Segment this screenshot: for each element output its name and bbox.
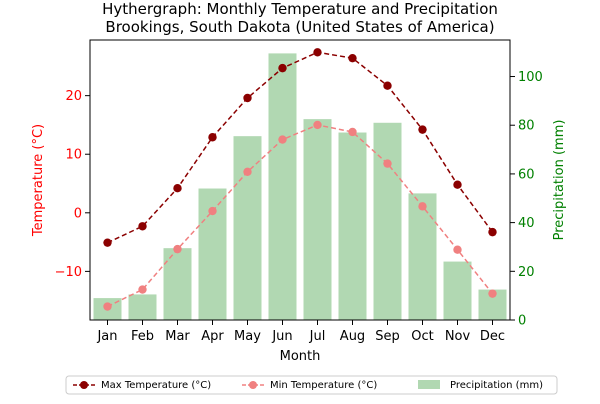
max-temp-point-oct bbox=[418, 125, 427, 134]
precipitation-bar-jul bbox=[303, 119, 332, 320]
max-temp-point-mar bbox=[173, 184, 182, 193]
min-temp-point-apr bbox=[208, 206, 217, 216]
legend-max-temp-label: Max Temperature (°C) bbox=[101, 380, 211, 391]
legend-precipitation-swatch bbox=[418, 380, 440, 389]
chart-title: Hythergraph: Monthly Temperature and Pre… bbox=[102, 0, 498, 18]
precipitation-bar-sep bbox=[373, 122, 402, 320]
legend-item-min-temp: Min Temperature (°C) bbox=[242, 380, 377, 391]
min-temp-line bbox=[107, 124, 494, 308]
min-temp-point-aug bbox=[348, 127, 357, 137]
max-temp-point-jun bbox=[278, 63, 287, 73]
x-axis-tick-label-mar: Mar bbox=[165, 329, 190, 344]
right-axis-label: Precipitation (mm) bbox=[552, 120, 567, 241]
left-axis-tick-label: 10 bbox=[65, 148, 82, 163]
min-temp-point-mar bbox=[173, 244, 182, 254]
x-axis-label: Month bbox=[280, 349, 321, 364]
temperature-lines bbox=[103, 48, 497, 311]
max-temp-point-feb bbox=[138, 222, 147, 231]
max-temp-point-jan bbox=[103, 238, 112, 247]
right-axis-tick-label: 80 bbox=[518, 119, 535, 134]
min-temp-point-may bbox=[243, 167, 252, 176]
temperature-axis: −10 0 10 20 bbox=[55, 89, 90, 280]
min-temp-point-jun bbox=[278, 135, 287, 144]
precipitation-bar-oct bbox=[408, 193, 437, 320]
precipitation-bars bbox=[93, 53, 507, 320]
max-temp-point-may bbox=[243, 93, 252, 103]
min-temp-point-dec bbox=[488, 289, 497, 298]
left-axis-tick-label: 20 bbox=[65, 89, 82, 104]
precipitation-bar-aug bbox=[338, 132, 367, 320]
legend-precipitation-label: Precipitation (mm) bbox=[450, 380, 543, 391]
x-axis-tick-label-feb: Feb bbox=[131, 329, 154, 344]
min-temp-point-feb bbox=[138, 285, 147, 294]
right-axis-tick-label: 60 bbox=[518, 167, 535, 182]
x-axis-tick-label-aug: Aug bbox=[340, 329, 365, 344]
max-temp-line bbox=[107, 51, 494, 244]
legend-item-precipitation: Precipitation (mm) bbox=[418, 380, 543, 391]
x-axis-tick-label-may: May bbox=[234, 329, 261, 344]
left-axis-label: Temperature (°C) bbox=[31, 124, 46, 237]
max-temp-point-jul bbox=[313, 48, 322, 57]
min-temp-point-nov bbox=[453, 245, 462, 254]
x-axis-tick-label-dec: Dec bbox=[480, 329, 505, 344]
x-axis-tick-label-apr: Apr bbox=[201, 329, 224, 344]
x-axis-tick-label-jan: Jan bbox=[96, 329, 117, 344]
min-temp-point-jan bbox=[103, 302, 112, 311]
max-temp-point-sep bbox=[383, 81, 392, 90]
left-axis-tick-label: −10 bbox=[55, 265, 82, 280]
x-axis-tick-label-jul: Jul bbox=[309, 329, 326, 344]
precipitation-bar-mar bbox=[163, 248, 192, 320]
chart-subtitle: Brookings, South Dakota (United States o… bbox=[105, 18, 494, 36]
max-temp-point-aug bbox=[348, 53, 357, 63]
x-axis-tick-label-jun: Jun bbox=[271, 329, 292, 344]
max-temp-point-dec bbox=[488, 227, 497, 237]
min-temp-point-oct bbox=[418, 202, 427, 211]
min-temp-point-jul bbox=[313, 120, 322, 130]
precipitation-bar-feb bbox=[128, 294, 157, 320]
max-temp-point-apr bbox=[208, 133, 217, 142]
right-axis-tick-label: 40 bbox=[518, 216, 535, 231]
plot-frame bbox=[89, 39, 511, 321]
legend-item-max-temp: Max Temperature (°C) bbox=[73, 380, 211, 391]
right-axis-tick-label: 0 bbox=[518, 314, 526, 329]
left-axis-tick-label: 0 bbox=[74, 206, 82, 221]
legend-max-temp-marker bbox=[80, 381, 88, 389]
month-axis: Jan Feb Mar Apr May Jun Jul Aug Sep Oct Nov Dec bbox=[96, 320, 505, 344]
right-axis-tick-label: 20 bbox=[518, 265, 535, 280]
legend-min-temp-marker bbox=[249, 381, 257, 389]
precipitation-bar-jun bbox=[268, 53, 297, 320]
x-axis-tick-label-nov: Nov bbox=[445, 329, 471, 344]
x-axis-tick-label-oct: Oct bbox=[411, 329, 433, 344]
right-axis-tick-label: 100 bbox=[518, 70, 543, 85]
max-temp-point-nov bbox=[453, 180, 462, 189]
legend: Max Temperature (°C) Min Temperature (°C… bbox=[65, 375, 558, 395]
legend-min-temp-label: Min Temperature (°C) bbox=[270, 380, 377, 391]
precipitation-bar-nov bbox=[443, 261, 472, 320]
precipitation-bar-may bbox=[233, 136, 262, 320]
precipitation-axis: 0 20 40 60 80 100 bbox=[510, 70, 543, 329]
x-axis-tick-label-sep: Sep bbox=[375, 329, 400, 344]
min-temp-point-sep bbox=[383, 159, 392, 168]
